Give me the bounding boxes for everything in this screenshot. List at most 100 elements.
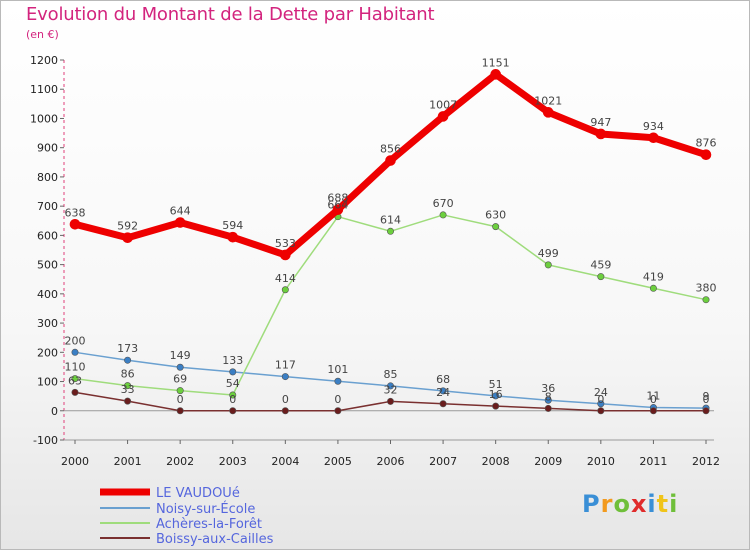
data-label: 499 xyxy=(538,247,559,260)
data-point xyxy=(280,249,291,261)
data-point xyxy=(437,111,449,122)
data-label: 664 xyxy=(327,199,348,212)
data-point xyxy=(544,261,552,269)
y-tick-label: 0 xyxy=(51,405,58,418)
logo-letter: i xyxy=(669,490,679,518)
data-point xyxy=(597,400,605,408)
data-label: 0 xyxy=(177,393,184,406)
data-point xyxy=(71,388,79,396)
data-label: 592 xyxy=(117,220,138,233)
x-tick-label: 2010 xyxy=(587,455,615,468)
y-tick-label: 600 xyxy=(37,229,58,242)
data-point xyxy=(544,396,552,404)
x-tick-label: 2003 xyxy=(219,455,247,468)
data-label: 9 xyxy=(703,390,710,403)
y-tick-label: 400 xyxy=(37,288,58,301)
data-label: 33 xyxy=(121,383,135,396)
data-point xyxy=(492,392,500,400)
data-label: 934 xyxy=(643,120,664,133)
data-label: 380 xyxy=(696,282,717,295)
data-label: 638 xyxy=(65,206,86,219)
data-label: 24 xyxy=(436,386,450,399)
data-label: 0 xyxy=(282,393,289,406)
data-label: 856 xyxy=(380,143,401,156)
data-label: 614 xyxy=(380,213,401,226)
data-point xyxy=(176,387,184,395)
logo-letter: x xyxy=(630,490,648,518)
data-point xyxy=(176,407,184,415)
unit-label: (en €) xyxy=(26,28,59,41)
data-label: 117 xyxy=(275,359,296,372)
data-label: 1007 xyxy=(429,98,457,111)
y-tick-label: 200 xyxy=(37,346,58,359)
data-point xyxy=(386,382,394,390)
y-tick-label: 900 xyxy=(37,142,58,155)
y-tick-label: 1100 xyxy=(30,83,58,96)
logo-letter: t xyxy=(656,490,670,518)
data-label: 101 xyxy=(327,363,348,376)
data-point xyxy=(174,217,186,228)
data-point xyxy=(281,373,289,381)
y-tick-label: 700 xyxy=(37,200,58,213)
data-label: 32 xyxy=(384,383,398,396)
data-label: 459 xyxy=(590,259,611,272)
data-label: 0 xyxy=(229,393,236,406)
x-tick-label: 2000 xyxy=(61,455,89,468)
data-label: 876 xyxy=(696,137,717,150)
data-label: 133 xyxy=(222,354,243,367)
x-tick-label: 2008 xyxy=(482,455,510,468)
data-label: 85 xyxy=(384,368,398,381)
data-point xyxy=(176,363,184,371)
data-point xyxy=(124,356,132,364)
data-point xyxy=(544,404,552,412)
data-point xyxy=(334,377,342,385)
data-label: 200 xyxy=(65,334,86,347)
x-tick-label: 2002 xyxy=(166,455,194,468)
data-label: 36 xyxy=(541,382,555,395)
y-tick-label: 1200 xyxy=(30,54,58,67)
x-tick-label: 2009 xyxy=(534,455,562,468)
data-label: 533 xyxy=(275,237,296,250)
data-point xyxy=(229,391,237,399)
data-point xyxy=(281,286,289,294)
y-tick-label: 300 xyxy=(37,317,58,330)
x-tick-label: 2011 xyxy=(639,455,667,468)
legend-label: Boissy-aux-Cailles xyxy=(156,532,274,547)
data-label: 51 xyxy=(489,378,503,391)
series-layer xyxy=(69,69,712,415)
data-point xyxy=(227,231,239,243)
x-tick-label: 2001 xyxy=(114,455,142,468)
data-label: 947 xyxy=(590,116,611,129)
logo-letter: i xyxy=(647,490,657,518)
chart-title: Evolution du Montant de la Dette par Hab… xyxy=(26,4,435,25)
data-label: 68 xyxy=(436,373,450,386)
legend-label: LE VAUDOUé xyxy=(156,486,240,501)
data-point xyxy=(648,132,659,144)
y-tick-label: -100 xyxy=(33,434,58,447)
x-tick-label: 2004 xyxy=(271,455,299,468)
data-label: 110 xyxy=(65,361,86,374)
y-tick-label: 100 xyxy=(37,376,58,389)
data-point xyxy=(229,368,237,376)
proxiti-logo: Proxiti xyxy=(582,490,678,518)
x-tick-label: 2007 xyxy=(429,455,457,468)
data-point xyxy=(439,400,447,408)
data-label: 0 xyxy=(703,393,710,406)
data-label: 594 xyxy=(222,219,243,232)
data-label: 8 xyxy=(545,390,552,403)
data-point xyxy=(124,397,132,405)
data-label: 419 xyxy=(643,270,664,283)
logo-letter: r xyxy=(600,490,614,518)
data-point xyxy=(649,407,657,415)
data-label: 11 xyxy=(646,390,660,403)
data-point xyxy=(229,407,237,415)
data-point xyxy=(69,218,81,230)
data-point xyxy=(597,407,605,415)
data-point xyxy=(332,204,344,215)
data-point xyxy=(386,227,394,235)
data-point xyxy=(595,128,607,140)
data-point xyxy=(542,107,554,118)
legend-label: Noisy-sur-École xyxy=(156,501,255,517)
